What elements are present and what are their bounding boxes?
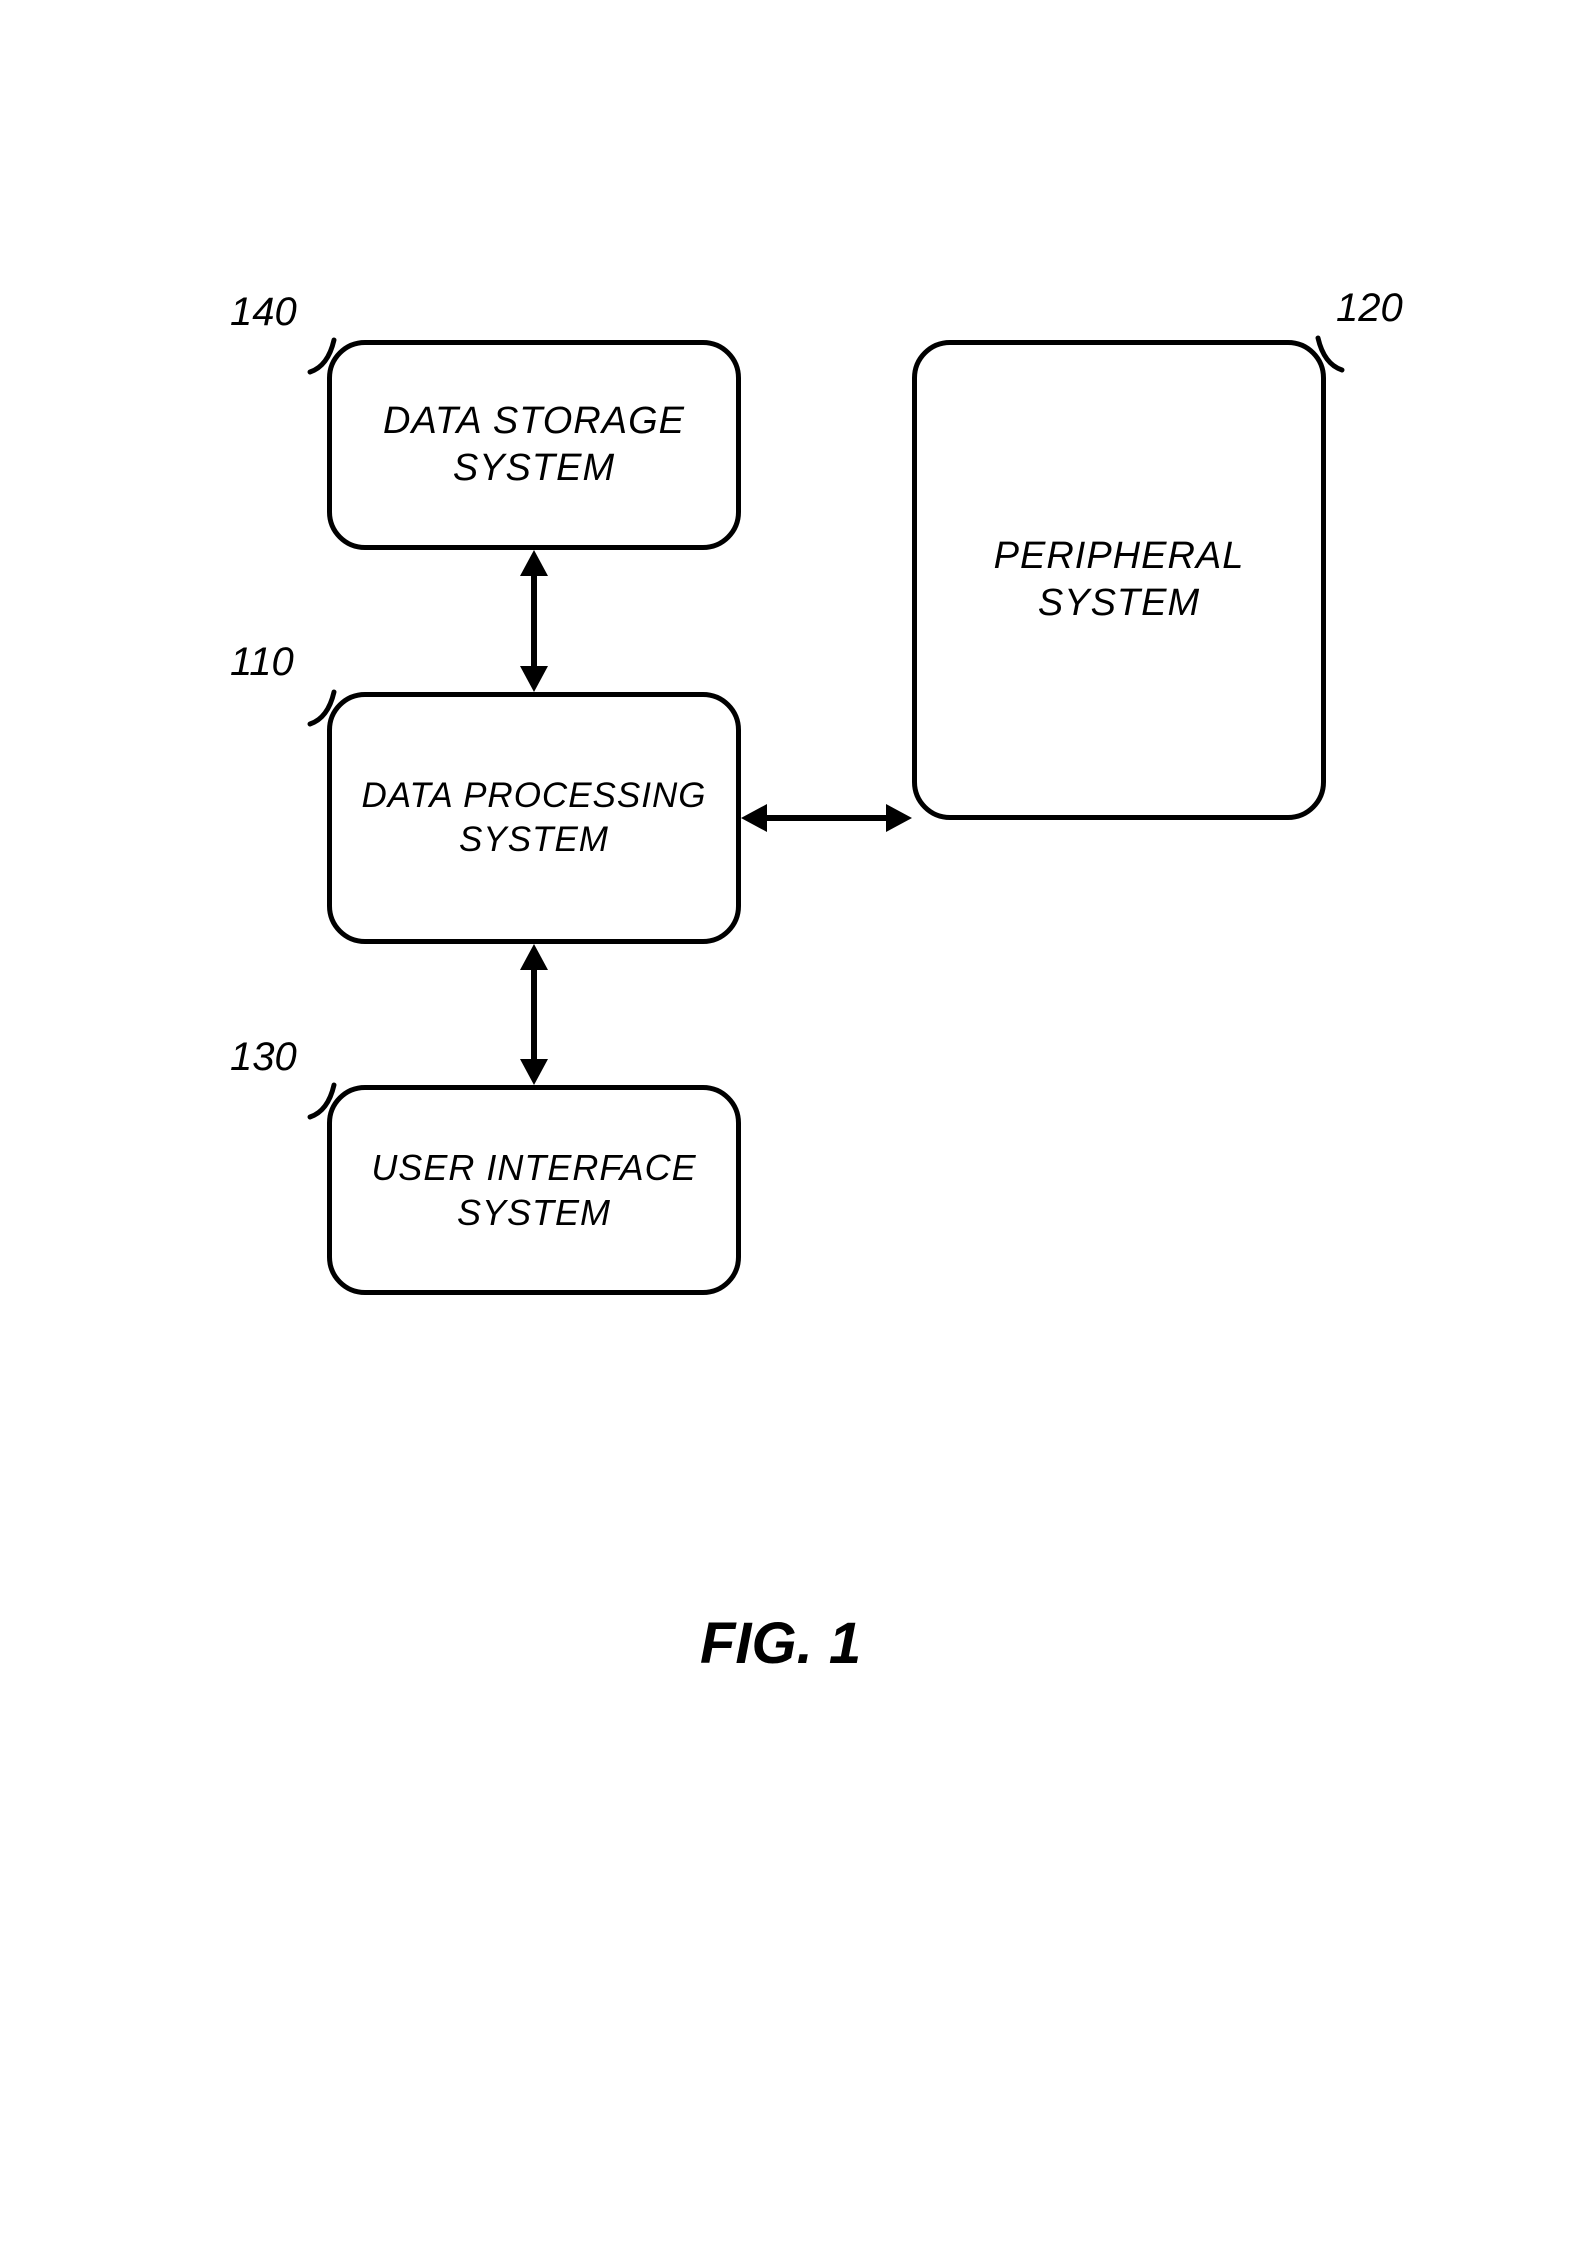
- edge-processing-peripheral: [741, 790, 912, 846]
- ref-tick-130: [306, 1081, 350, 1121]
- edge-processing-user: [506, 944, 562, 1085]
- edge-storage-processing: [506, 550, 562, 692]
- node-data-storage-label: DATA STORAGE SYSTEM: [383, 398, 685, 493]
- node-user-interface-label: USER INTERFACE SYSTEM: [371, 1145, 696, 1235]
- figure-caption: FIG. 1: [700, 1610, 861, 1677]
- node-user-interface: USER INTERFACE SYSTEM: [327, 1085, 741, 1295]
- node-data-storage: DATA STORAGE SYSTEM: [327, 340, 741, 550]
- diagram-canvas: DATA STORAGE SYSTEM 140 DATA PROCESSING …: [0, 0, 1585, 2261]
- node-peripheral: PERIPHERAL SYSTEM: [912, 340, 1326, 820]
- node-data-processing: DATA PROCESSING SYSTEM: [327, 692, 741, 944]
- ref-label-130: 130: [230, 1035, 297, 1080]
- node-peripheral-label: PERIPHERAL SYSTEM: [994, 533, 1245, 628]
- node-data-processing-label: DATA PROCESSING SYSTEM: [362, 774, 707, 862]
- ref-tick-110: [306, 688, 350, 728]
- ref-tick-120: [1302, 334, 1346, 374]
- ref-label-120: 120: [1336, 286, 1403, 331]
- ref-tick-140: [306, 336, 350, 376]
- ref-label-140: 140: [230, 290, 297, 335]
- ref-label-110: 110: [230, 640, 294, 685]
